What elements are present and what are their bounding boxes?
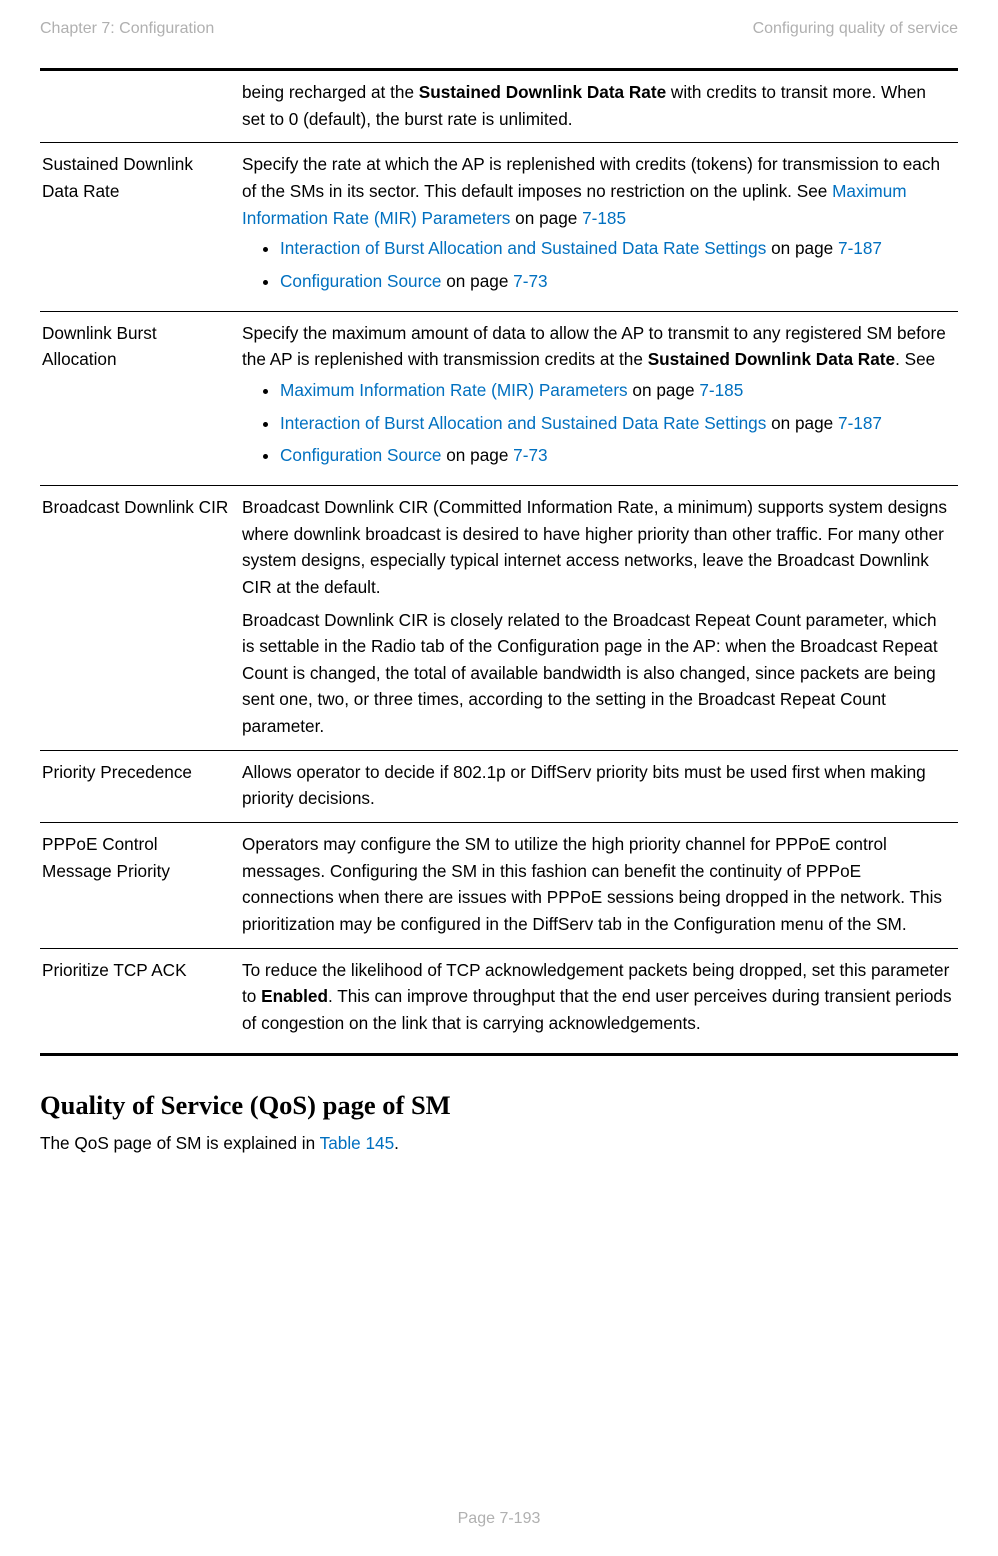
header-right: Configuring quality of service xyxy=(753,20,958,38)
list-item: Interaction of Burst Allocation and Sust… xyxy=(280,235,952,262)
link-config-source[interactable]: Configuration Source xyxy=(280,445,441,465)
pageref[interactable]: 7-73 xyxy=(513,445,547,465)
row-desc: being recharged at the Sustained Downlin… xyxy=(240,70,958,143)
pageref[interactable]: 7-185 xyxy=(582,208,626,228)
desc-text: on page xyxy=(766,413,838,433)
section-heading: Quality of Service (QoS) page of SM xyxy=(40,1090,958,1121)
table-row: Downlink Burst Allocation Specify the ma… xyxy=(40,311,958,485)
bullet-list: Maximum Information Rate (MIR) Parameter… xyxy=(242,377,952,469)
link-config-source[interactable]: Configuration Source xyxy=(280,271,441,291)
desc-text: on page xyxy=(628,380,700,400)
pageref[interactable]: 7-185 xyxy=(699,380,743,400)
link-mir-parameters[interactable]: Maximum Information Rate (MIR) Parameter… xyxy=(280,380,628,400)
paragraph: Broadcast Downlink CIR (Committed Inform… xyxy=(242,494,952,601)
desc-text: on page xyxy=(441,271,513,291)
body-text: . xyxy=(394,1133,399,1153)
row-label: PPPoE Control Message Priority xyxy=(40,823,240,949)
desc-text: on page xyxy=(510,208,582,228)
table-row: Priority Precedence Allows operator to d… xyxy=(40,750,958,822)
header-left: Chapter 7: Configuration xyxy=(40,20,214,38)
desc-text: . See xyxy=(895,349,935,369)
list-item: Interaction of Burst Allocation and Sust… xyxy=(280,410,952,437)
desc-text: on page xyxy=(441,445,513,465)
pageref[interactable]: 7-73 xyxy=(513,271,547,291)
page-footer: Page 7-193 xyxy=(0,1510,998,1528)
bold-text: Sustained Downlink Data Rate xyxy=(419,82,666,102)
row-label: Sustained Downlink Data Rate xyxy=(40,143,240,311)
desc-text: being recharged at the xyxy=(242,82,419,102)
row-label: Downlink Burst Allocation xyxy=(40,311,240,485)
table-row: Prioritize TCP ACK To reduce the likelih… xyxy=(40,948,958,1054)
bold-text: Sustained Downlink Data Rate xyxy=(648,349,895,369)
row-desc: Broadcast Downlink CIR (Committed Inform… xyxy=(240,485,958,750)
row-desc: Allows operator to decide if 802.1p or D… xyxy=(240,750,958,822)
bullet-list: Interaction of Burst Allocation and Sust… xyxy=(242,235,952,294)
table-row: PPPoE Control Message Priority Operators… xyxy=(40,823,958,949)
section-body: The QoS page of SM is explained in Table… xyxy=(40,1131,958,1157)
body-text: The QoS page of SM is explained in xyxy=(40,1133,320,1153)
desc-text: . This can improve throughput that the e… xyxy=(242,986,952,1033)
page-header: Chapter 7: Configuration Configuring qua… xyxy=(40,20,958,38)
pageref[interactable]: 7-187 xyxy=(838,413,882,433)
link-burst-interaction[interactable]: Interaction of Burst Allocation and Sust… xyxy=(280,413,766,433)
pageref[interactable]: 7-187 xyxy=(838,238,882,258)
row-desc: To reduce the likelihood of TCP acknowle… xyxy=(240,948,958,1054)
desc-text: on page xyxy=(766,238,838,258)
row-desc: Operators may configure the SM to utiliz… xyxy=(240,823,958,949)
list-item: Configuration Source on page 7-73 xyxy=(280,268,952,295)
table-row: being recharged at the Sustained Downlin… xyxy=(40,70,958,143)
row-desc: Specify the rate at which the AP is repl… xyxy=(240,143,958,311)
link-table-145[interactable]: Table 145 xyxy=(320,1133,395,1153)
row-label: Prioritize TCP ACK xyxy=(40,948,240,1054)
paragraph: Broadcast Downlink CIR is closely relate… xyxy=(242,607,952,740)
list-item: Configuration Source on page 7-73 xyxy=(280,442,952,469)
row-label: Priority Precedence xyxy=(40,750,240,822)
table-row: Broadcast Downlink CIR Broadcast Downlin… xyxy=(40,485,958,750)
list-item: Maximum Information Rate (MIR) Parameter… xyxy=(280,377,952,404)
table-row: Sustained Downlink Data Rate Specify the… xyxy=(40,143,958,311)
link-burst-interaction[interactable]: Interaction of Burst Allocation and Sust… xyxy=(280,238,766,258)
row-desc: Specify the maximum amount of data to al… xyxy=(240,311,958,485)
bold-text: Enabled xyxy=(261,986,328,1006)
row-label: Broadcast Downlink CIR xyxy=(40,485,240,750)
config-table: being recharged at the Sustained Downlin… xyxy=(40,68,958,1056)
row-label xyxy=(40,70,240,143)
